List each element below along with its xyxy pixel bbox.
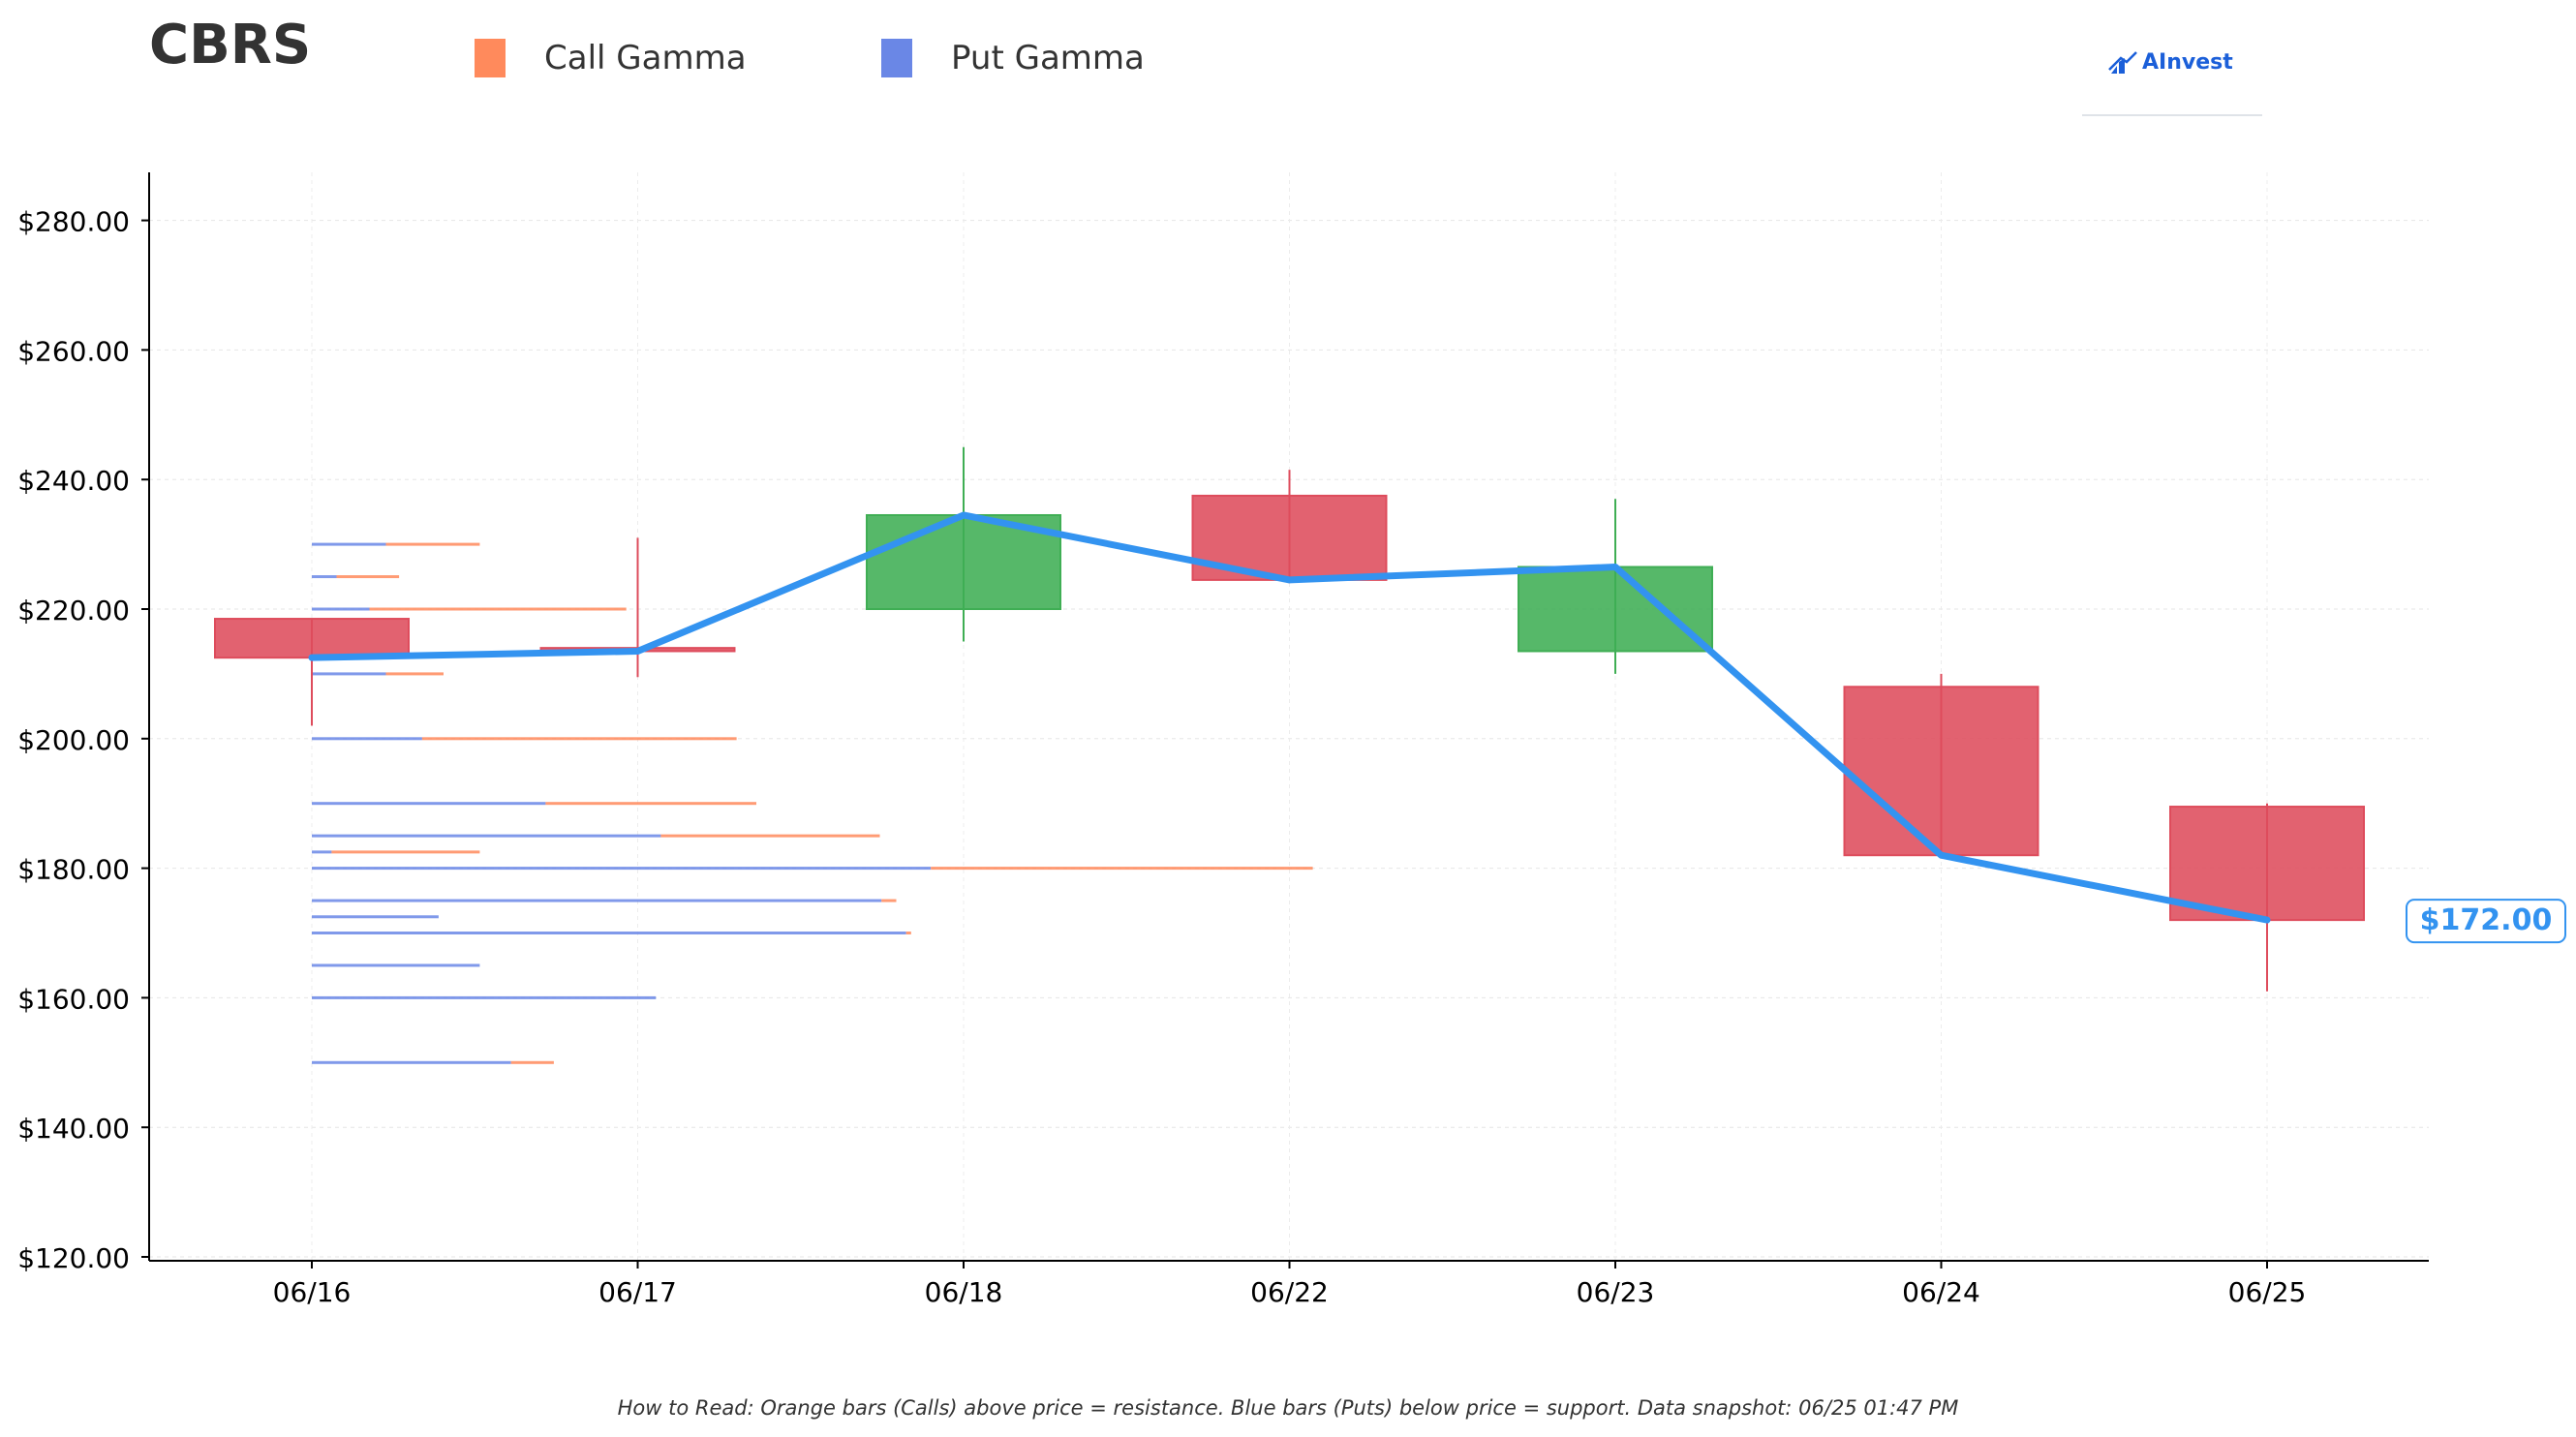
put-gamma-bar bbox=[312, 802, 546, 806]
gamma-bars-layer bbox=[312, 542, 1313, 1064]
legend-item-put-gamma: Put Gamma bbox=[881, 39, 1145, 77]
x-tick-label: 06/22 bbox=[1250, 1276, 1329, 1308]
call-gamma-bar bbox=[905, 932, 911, 934]
put-gamma-bar bbox=[312, 672, 386, 676]
put-gamma-bar bbox=[312, 737, 422, 741]
put-gamma-bar bbox=[312, 850, 332, 854]
y-tick-label: $140.00 bbox=[17, 1113, 130, 1145]
call-gamma-swatch bbox=[475, 39, 506, 77]
price-line-layer bbox=[308, 511, 2271, 924]
put-gamma-bar bbox=[312, 575, 337, 579]
candle-body bbox=[2169, 806, 2365, 922]
put-gamma-bar bbox=[312, 834, 661, 838]
logo-chart-icon bbox=[2108, 51, 2137, 74]
call-gamma-bar bbox=[369, 607, 627, 611]
grid-layer bbox=[149, 172, 2429, 1261]
legend-item-call-gamma: Call Gamma bbox=[475, 39, 747, 77]
put-gamma-bar bbox=[312, 1060, 511, 1064]
call-gamma-bar bbox=[881, 899, 897, 902]
y-tick-label: $260.00 bbox=[17, 335, 130, 367]
put-gamma-bar bbox=[312, 607, 370, 611]
put-gamma-bar bbox=[312, 899, 882, 902]
call-gamma-bar bbox=[331, 850, 480, 854]
gamma-candlestick-chart: $120.00 $140.00 $160.00 $180.00 $200.00 $220.… bbox=[17, 172, 2566, 1308]
call-gamma-bar bbox=[545, 802, 756, 806]
how-to-read-footnote: How to Read: Orange bars (Calls) above p… bbox=[617, 1396, 1959, 1420]
y-tick-label: $160.00 bbox=[17, 983, 130, 1015]
call-gamma-bar bbox=[931, 867, 1313, 871]
x-tick-label: 06/16 bbox=[273, 1276, 352, 1308]
call-gamma-bar bbox=[336, 575, 400, 579]
y-tick-label: $120.00 bbox=[17, 1242, 130, 1274]
x-tick-label: 06/25 bbox=[2228, 1276, 2307, 1308]
call-gamma-bar bbox=[510, 1060, 554, 1064]
x-tick-label: 06/23 bbox=[1577, 1276, 1655, 1308]
x-tick-label: 06/24 bbox=[1902, 1276, 1980, 1308]
candle-body bbox=[214, 618, 410, 659]
y-tick-label: $200.00 bbox=[17, 724, 130, 756]
legend-label-put-gamma: Put Gamma bbox=[951, 39, 1145, 77]
candle-body bbox=[1518, 566, 1713, 653]
x-tick-label: 06/17 bbox=[598, 1276, 677, 1308]
axes-layer: $120.00 $140.00 $160.00 $180.00 $200.00 $220.… bbox=[17, 172, 2566, 1308]
call-gamma-bar bbox=[421, 737, 737, 741]
current-price-label: $172.00 bbox=[2420, 903, 2553, 937]
call-gamma-bar bbox=[385, 672, 444, 676]
ainvest-logo: AInvest bbox=[2082, 46, 2262, 116]
put-gamma-bar bbox=[312, 915, 439, 919]
y-tick-label: $280.00 bbox=[17, 206, 130, 238]
put-gamma-bar bbox=[312, 932, 906, 934]
y-tick-label: $180.00 bbox=[17, 854, 130, 886]
candle-body bbox=[1843, 686, 2039, 857]
put-gamma-bar bbox=[312, 963, 480, 967]
put-gamma-bar bbox=[312, 542, 386, 546]
y-tick-label: $240.00 bbox=[17, 465, 130, 497]
logo-text: AInvest bbox=[2142, 50, 2233, 75]
x-tick-label: 06/18 bbox=[925, 1276, 1003, 1308]
put-gamma-swatch bbox=[881, 39, 912, 77]
put-gamma-bar bbox=[312, 867, 932, 871]
ticker-title: CBRS bbox=[149, 14, 312, 76]
price-line bbox=[308, 511, 2271, 924]
put-gamma-bar bbox=[312, 995, 657, 999]
call-gamma-bar bbox=[660, 834, 880, 838]
y-tick-label: $220.00 bbox=[17, 595, 130, 627]
legend-label-call-gamma: Call Gamma bbox=[544, 39, 747, 77]
current-price-badge bbox=[2406, 899, 2566, 944]
call-gamma-bar bbox=[385, 542, 480, 546]
